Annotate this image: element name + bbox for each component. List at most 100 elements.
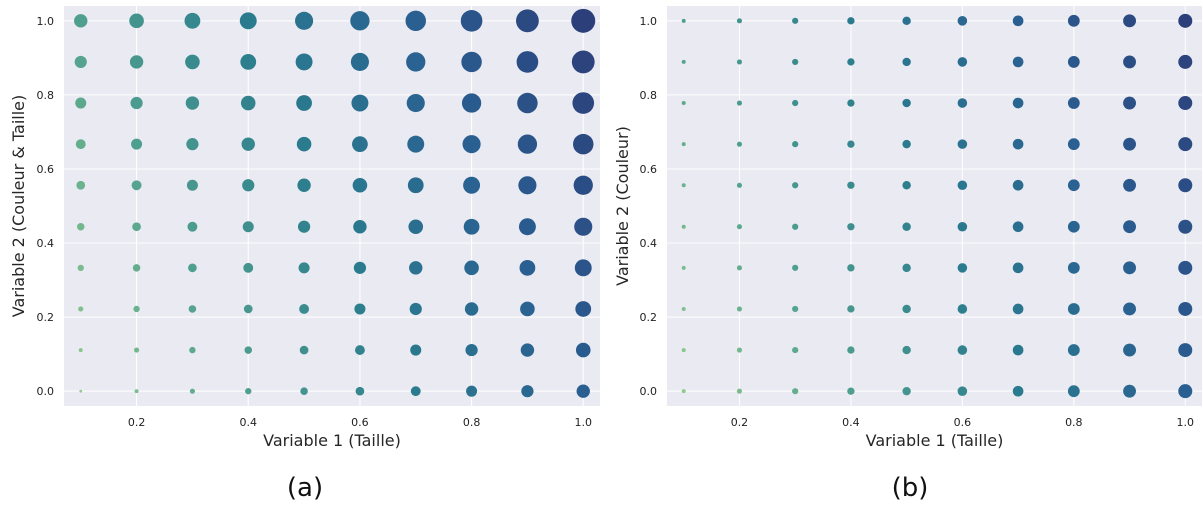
scatter-point <box>1123 343 1136 357</box>
scatter-point <box>957 98 968 108</box>
scatter-point <box>242 179 255 192</box>
x-tick-label: 0.8 <box>463 416 481 429</box>
scatter-point <box>847 346 855 354</box>
scatter-point <box>736 347 743 353</box>
scatter-point <box>1178 178 1193 193</box>
scatter-point <box>520 301 535 317</box>
scatter-point <box>300 387 308 395</box>
scatter-point <box>1012 138 1024 150</box>
scatter-point <box>408 219 424 235</box>
scatter-point <box>517 134 538 154</box>
scatter-point <box>463 176 481 194</box>
plot-area <box>667 6 1202 406</box>
scatter-point <box>297 178 311 192</box>
scatter-point <box>1067 97 1080 109</box>
scatter-point <box>681 183 686 188</box>
scatter-point <box>1123 302 1136 316</box>
scatter-point <box>1067 138 1080 151</box>
scatter-point <box>1178 260 1193 275</box>
scatter-point <box>1012 179 1024 191</box>
scatter-point <box>239 12 257 30</box>
scatter-point <box>518 176 537 195</box>
scatter-point <box>574 217 593 236</box>
scatter-point <box>681 389 686 394</box>
scatter-point <box>188 263 197 273</box>
scatter-point <box>74 14 88 28</box>
x-axis-label: Variable 1 (Taille) <box>866 431 1004 450</box>
scatter-point <box>189 346 196 354</box>
scatter-point <box>1012 221 1024 233</box>
scatter-point <box>792 17 799 24</box>
x-tick-label: 1.0 <box>575 416 593 429</box>
scatter-point <box>187 221 198 232</box>
scatter-point <box>847 99 855 107</box>
scatter-point <box>902 304 911 314</box>
scatter-point <box>350 11 370 31</box>
scatter-point <box>240 95 256 111</box>
scatter-point <box>902 16 911 26</box>
scatter-point <box>681 59 686 64</box>
scatter-point <box>78 348 83 353</box>
scatter-point <box>1012 303 1024 315</box>
scatter-point <box>1067 344 1080 356</box>
scatter-point <box>736 18 743 24</box>
scatter-point <box>573 133 594 155</box>
scatter-point <box>571 50 595 74</box>
scatter-point <box>406 93 425 113</box>
scatter-point <box>957 304 968 314</box>
y-tick-label: 1.0 <box>640 15 658 28</box>
y-tick-label: 0.6 <box>37 163 55 176</box>
scatter-point <box>129 13 144 29</box>
scatter-point <box>1012 385 1024 397</box>
scatter-point <box>681 348 686 353</box>
scatter-point <box>1123 261 1136 275</box>
scatter-point <box>77 264 84 272</box>
scatter-point <box>957 16 968 26</box>
scatter-point <box>573 175 593 195</box>
scatter-point <box>75 139 86 150</box>
panel-caption: (a) <box>287 473 323 503</box>
scatter-point <box>516 9 539 33</box>
scatter-point <box>847 387 855 395</box>
scatter-point <box>1178 96 1193 111</box>
scatter-point <box>792 388 799 395</box>
scatter-point <box>902 139 911 149</box>
scatter-point <box>353 220 367 234</box>
gridlines <box>667 6 1202 406</box>
y-axis-label: Variable 2 (Couleur & Taille) <box>9 95 28 317</box>
scatter-point <box>957 139 968 149</box>
scatter-point <box>296 95 312 111</box>
scatter-point <box>243 304 253 314</box>
scatter-point <box>409 261 423 275</box>
scatter-point <box>299 304 310 314</box>
scatter-point <box>847 181 855 189</box>
scatter-point <box>244 346 252 354</box>
scatter-point <box>350 52 369 71</box>
scatter-point <box>354 345 365 356</box>
scatter-point <box>519 259 536 276</box>
scatter-point <box>902 345 911 355</box>
scatter-point <box>243 262 254 273</box>
scatter-point <box>1067 385 1080 398</box>
scatter-point <box>575 301 592 317</box>
scatter-point <box>681 306 686 311</box>
scatter-point <box>847 17 855 25</box>
scatter-point <box>355 386 365 396</box>
scatter-point <box>407 135 425 153</box>
scatter-point <box>736 59 743 65</box>
scatter-point <box>240 54 257 70</box>
scatter-point <box>130 96 143 110</box>
scatter-point <box>1123 96 1136 110</box>
scatter-point <box>1123 178 1136 192</box>
scatter-point <box>295 53 313 71</box>
scatter-point <box>74 55 87 69</box>
scatter-point <box>185 96 200 110</box>
scatter-point <box>406 52 426 72</box>
scatter-point <box>131 180 142 191</box>
scatter-point <box>134 347 140 353</box>
scatter-point <box>464 260 479 276</box>
scatter-point <box>1012 262 1024 274</box>
x-tick-label: 0.4 <box>240 416 258 429</box>
